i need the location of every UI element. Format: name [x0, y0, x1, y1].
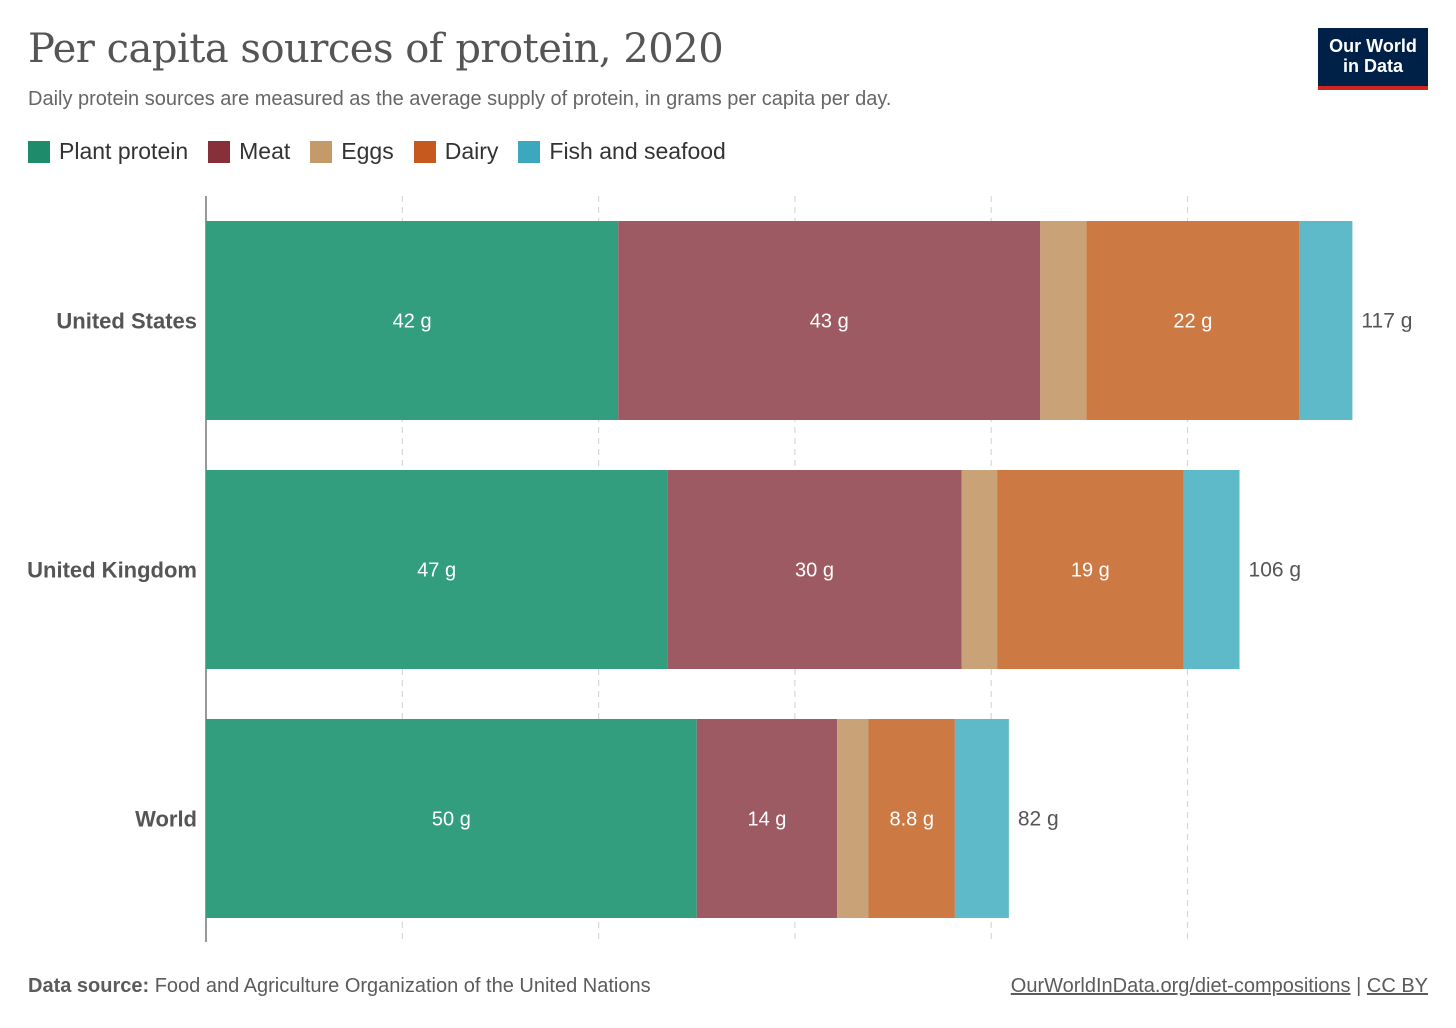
bar-segment-dairy: [1086, 221, 1300, 420]
data-label: 22 g: [1173, 311, 1212, 333]
logo-line-1: Our World: [1329, 36, 1417, 56]
data-label: 43 g: [810, 311, 849, 333]
category-label: United Kingdom: [27, 558, 197, 583]
bar-segment-meat: [696, 719, 838, 918]
data-label: 30 g: [795, 560, 834, 582]
legend-swatch-eggs: [310, 140, 333, 163]
legend-item-plant[interactable]: Plant protein: [28, 138, 188, 165]
license-link[interactable]: CC BY: [1366, 975, 1428, 997]
total-label: 82 g: [1018, 808, 1059, 831]
legend-label-plant: Plant protein: [59, 138, 189, 164]
data-label: 50 g: [432, 809, 471, 831]
legend-swatch-fish: [518, 140, 541, 163]
legend-label-eggs: Eggs: [341, 138, 394, 164]
legend-item-dairy[interactable]: Dairy: [413, 138, 499, 165]
source-link[interactable]: OurWorldInData.org/diet-compositions: [1010, 975, 1351, 997]
bar-segment-plant: [206, 470, 668, 669]
legend: Plant protein Meat Eggs Dairy Fish and s…: [28, 138, 746, 165]
data-label: 8.8 g: [889, 809, 933, 831]
owid-logo[interactable]: Our World in Data: [1318, 28, 1428, 90]
data-source-label: Data source:: [28, 975, 150, 997]
bar-segment-plant: [206, 719, 697, 918]
stacked-bar-chart: United States 42 g 43 g 22 g 117 g United Kin…: [27, 196, 1412, 942]
bar-segment-dairy: [868, 719, 955, 918]
bar-segment-eggs: [961, 470, 998, 669]
category-label: United States: [56, 309, 197, 334]
data-label: 19 g: [1071, 560, 1110, 582]
total-label: 106 g: [1249, 559, 1302, 582]
footer-separator: |: [1356, 975, 1362, 997]
bar-segment-plant: [206, 221, 619, 420]
data-label: 47 g: [417, 560, 456, 582]
category-label: World: [135, 807, 197, 832]
bar-segment-fish: [1183, 470, 1240, 669]
legend-swatch-dairy: [413, 140, 436, 163]
bar-segment-dairy: [997, 470, 1184, 669]
footer-links: OurWorldInData.org/diet-compositions | C…: [1011, 975, 1428, 998]
legend-label-meat: Meat: [239, 138, 291, 164]
chart-title: Per capita sources of protein, 2020: [28, 26, 724, 72]
bar-segment-eggs: [1040, 221, 1087, 420]
bar-segment-fish: [1299, 221, 1353, 420]
legend-swatch-plant: [28, 140, 50, 163]
legend-item-meat[interactable]: Meat: [208, 138, 290, 165]
data-source-text: Food and Agriculture Organization of the…: [154, 975, 651, 997]
data-label: 14 g: [747, 809, 786, 831]
legend-label-dairy: Dairy: [444, 138, 499, 164]
bar-segment-fish: [954, 719, 1009, 918]
data-source: Data source: Food and Agriculture Organi…: [28, 975, 651, 998]
legend-item-eggs[interactable]: Eggs: [310, 138, 394, 165]
data-label: 42 g: [393, 311, 432, 333]
bar-segment-eggs: [837, 719, 869, 918]
legend-swatch-meat: [208, 140, 231, 163]
logo-line-2: in Data: [1342, 56, 1403, 76]
bar-segment-meat: [618, 221, 1041, 420]
bar-segment-meat: [667, 470, 962, 669]
legend-item-fish[interactable]: Fish and seafood: [518, 138, 726, 165]
legend-label-fish: Fish and seafood: [549, 138, 726, 164]
chart-subtitle: Daily protein sources are measured as th…: [28, 88, 892, 110]
total-label: 117 g: [1361, 310, 1412, 333]
